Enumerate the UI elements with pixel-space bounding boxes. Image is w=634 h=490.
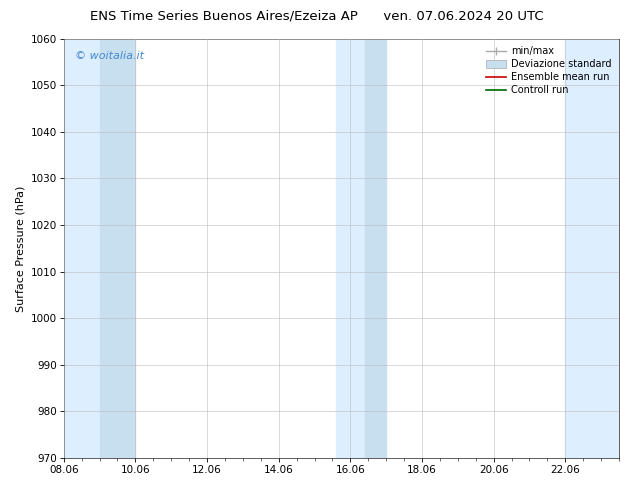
Text: ENS Time Series Buenos Aires/Ezeiza AP      ven. 07.06.2024 20 UTC: ENS Time Series Buenos Aires/Ezeiza AP v… — [90, 10, 544, 23]
Bar — [60, 39, 100, 458]
Bar — [336, 39, 365, 458]
Bar — [566, 39, 619, 458]
Bar — [365, 39, 386, 458]
Legend: min/max, Deviazione standard, Ensemble mean run, Controll run: min/max, Deviazione standard, Ensemble m… — [484, 44, 614, 98]
Text: © woitalia.it: © woitalia.it — [75, 51, 144, 61]
Bar — [100, 39, 136, 458]
Y-axis label: Surface Pressure (hPa): Surface Pressure (hPa) — [15, 185, 25, 312]
